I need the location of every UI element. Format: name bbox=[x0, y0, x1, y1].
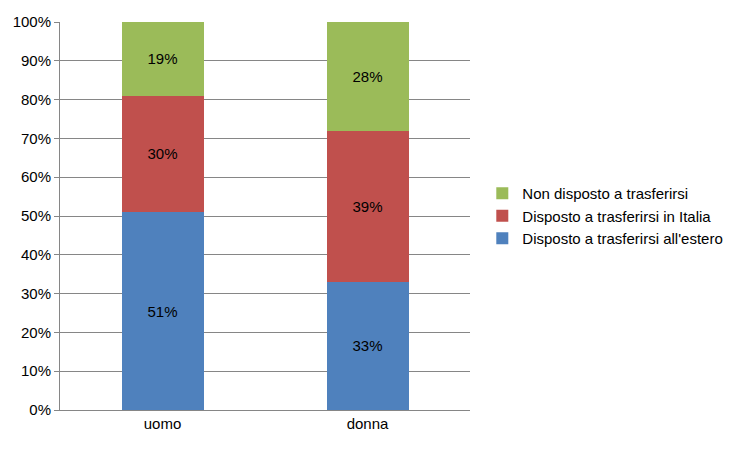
svg-text:donna: donna bbox=[347, 415, 389, 432]
svg-text:39%: 39% bbox=[352, 198, 382, 215]
svg-text:70%: 70% bbox=[21, 130, 51, 147]
svg-text:0%: 0% bbox=[29, 401, 51, 418]
svg-text:19%: 19% bbox=[147, 50, 177, 67]
svg-text:20%: 20% bbox=[21, 324, 51, 341]
svg-text:40%: 40% bbox=[21, 246, 51, 263]
svg-text:Disposto a trasferirsi all'est: Disposto a trasferirsi all'estero bbox=[522, 230, 722, 247]
svg-text:28%: 28% bbox=[352, 68, 382, 85]
svg-text:Non disposto a trasferirsi: Non disposto a trasferirsi bbox=[522, 185, 688, 202]
svg-text:10%: 10% bbox=[21, 362, 51, 379]
svg-text:60%: 60% bbox=[21, 168, 51, 185]
svg-text:50%: 50% bbox=[21, 207, 51, 224]
svg-text:33%: 33% bbox=[352, 337, 382, 354]
svg-text:80%: 80% bbox=[21, 91, 51, 108]
svg-text:90%: 90% bbox=[21, 52, 51, 69]
svg-text:51%: 51% bbox=[147, 303, 177, 320]
svg-text:30%: 30% bbox=[21, 285, 51, 302]
svg-text:uomo: uomo bbox=[144, 415, 182, 432]
svg-text:Disposto a trasferirsi in Ital: Disposto a trasferirsi in Italia bbox=[522, 208, 711, 225]
svg-text:100%: 100% bbox=[13, 13, 51, 30]
svg-text:30%: 30% bbox=[147, 145, 177, 162]
